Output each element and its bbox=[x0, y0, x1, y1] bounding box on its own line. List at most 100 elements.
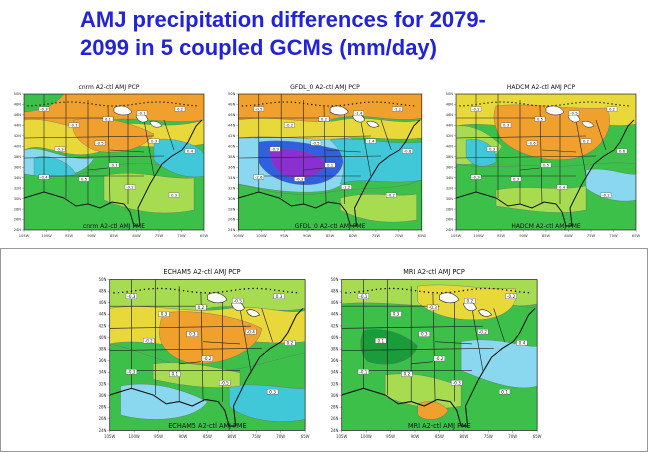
svg-text:-0.3: -0.3 bbox=[429, 305, 437, 310]
svg-text:-0.5: -0.5 bbox=[96, 141, 104, 146]
lat-tick-label: 40N bbox=[14, 145, 22, 149]
lon-tick-label: 90W bbox=[303, 234, 312, 238]
lat-tick-label: 42N bbox=[228, 134, 236, 138]
contour-value-label: -0.2 bbox=[505, 293, 517, 300]
lat-tick-label: 44N bbox=[228, 124, 236, 128]
svg-text:-0.5: -0.5 bbox=[312, 141, 320, 146]
lon-tick-label: 80W bbox=[459, 434, 468, 439]
lon-tick-label: 85W bbox=[542, 234, 551, 238]
contour-value-label: 0.3 bbox=[418, 331, 430, 337]
panel-footer: cnrm A2-ctl AMJ PME bbox=[83, 223, 145, 230]
svg-text:0.2: 0.2 bbox=[467, 298, 474, 303]
svg-text:-0.2: -0.2 bbox=[602, 193, 610, 198]
svg-text:-0.3: -0.3 bbox=[40, 107, 48, 112]
map-panel-gfdl: GFDL_0 A2-ctl AMJ PCP -0.5 -0.2 0.2 -1.4 -1.2… bbox=[218, 80, 432, 244]
svg-text:-1.4: -1.4 bbox=[355, 111, 363, 116]
svg-text:0.1: 0.1 bbox=[172, 372, 179, 377]
map-svg-cnrm: cnrm A2-ctl AMJ PCP -0.3 -0.1 0.1 -0.1 0.2 -0.… bbox=[14, 84, 209, 238]
svg-text:0.3: 0.3 bbox=[189, 332, 196, 337]
lat-tick-label: 32N bbox=[99, 381, 107, 386]
contour-value-label: -0.2 bbox=[433, 355, 446, 362]
lon-tick-label: 80W bbox=[349, 234, 358, 238]
contour-value-label: -0.1 bbox=[136, 111, 148, 116]
contour-value-label: 0.2 bbox=[606, 107, 618, 112]
contour-value-label: -0.3 bbox=[125, 369, 138, 375]
lat-tick-label: 36N bbox=[331, 358, 339, 363]
contour-value-label: -0.6 bbox=[402, 149, 413, 154]
contour-value-label: -0.3 bbox=[54, 147, 66, 152]
lat-tick-label: 24N bbox=[331, 428, 339, 433]
contour-value-label: 0.5 bbox=[534, 117, 546, 122]
lon-tick-label: 95W bbox=[497, 234, 506, 238]
contour-value-label: 0.3 bbox=[390, 311, 402, 317]
lon-tick-label: 65W bbox=[632, 234, 641, 238]
lat-tick-label: 50N bbox=[331, 277, 339, 282]
lat-tick-label: 46N bbox=[228, 113, 236, 117]
svg-text:-2.6: -2.6 bbox=[255, 175, 263, 180]
svg-text:0.4: 0.4 bbox=[519, 341, 526, 346]
contour-band bbox=[465, 139, 497, 167]
svg-text:0.1: 0.1 bbox=[501, 389, 508, 394]
lat-tick-label: 40N bbox=[331, 335, 339, 340]
contour-value-label: 0.3 bbox=[266, 389, 279, 395]
lon-tick-label: 85W bbox=[203, 434, 212, 439]
contour-value-label: -0.5 bbox=[219, 380, 231, 386]
lon-tick-label: 100W bbox=[256, 234, 267, 238]
lon-tick-label: 95W bbox=[154, 434, 163, 439]
lat-tick-label: 50N bbox=[14, 92, 22, 96]
contour-value-label: 0.3 bbox=[500, 123, 512, 128]
lon-tick-label: 75W bbox=[587, 234, 596, 238]
lat-tick-label: 24N bbox=[14, 228, 22, 232]
contour-value-label: 0.1 bbox=[324, 163, 336, 168]
lat-tick-label: 28N bbox=[446, 207, 454, 211]
svg-text:-0.3: -0.3 bbox=[127, 294, 135, 299]
contour-value-label: -0.2 bbox=[284, 123, 295, 128]
svg-text:-0.3: -0.3 bbox=[453, 380, 461, 385]
contour-value-label: 0.3 bbox=[186, 331, 198, 337]
lon-tick-label: 105W bbox=[233, 234, 244, 238]
svg-text:0.3: 0.3 bbox=[503, 123, 510, 128]
lat-tick-label: 36N bbox=[446, 165, 454, 169]
panel-title: ECHAM5 A2-ctl AMJ PCP bbox=[163, 268, 240, 276]
lat-tick-label: 26N bbox=[331, 416, 339, 421]
svg-text:-0.3: -0.3 bbox=[56, 147, 64, 152]
svg-text:0.4: 0.4 bbox=[559, 185, 566, 190]
svg-text:0.2: 0.2 bbox=[321, 117, 328, 122]
contour-band bbox=[153, 138, 204, 178]
lat-tick-label: 32N bbox=[446, 186, 454, 190]
contour-value-label: 0.2 bbox=[580, 139, 592, 144]
lon-tick-label: 65W bbox=[301, 434, 310, 439]
contour-value-label: -0.3 bbox=[470, 175, 482, 180]
lat-tick-label: 50N bbox=[446, 92, 454, 96]
contour-value-label: -0.2 bbox=[470, 107, 482, 112]
contour-value-label: -0.2 bbox=[143, 337, 155, 344]
lon-tick-label: 75W bbox=[155, 234, 164, 238]
contour-value-label: -0.3 bbox=[451, 380, 463, 386]
svg-text:-1.2: -1.2 bbox=[394, 107, 402, 112]
contour-value-label: 0.1 bbox=[375, 337, 387, 344]
contour-value-label: -1.2 bbox=[341, 185, 352, 190]
lon-tick-label: 95W bbox=[280, 234, 289, 238]
contour-band bbox=[495, 185, 587, 213]
map-panel-mri: MRI A2-ctl AMJ PCP -0.1 0.3 -0.3 0.2 -0.2 0.1 0… bbox=[320, 264, 548, 446]
svg-text:0.2: 0.2 bbox=[177, 107, 184, 112]
contour-value-label: -0.5 bbox=[253, 107, 265, 112]
lat-tick-label: 34N bbox=[228, 176, 236, 180]
lat-tick-label: 48N bbox=[228, 103, 236, 107]
lat-tick-label: 42N bbox=[331, 323, 339, 328]
panel-title: GFDL_0 A2-ctl AMJ PCP bbox=[290, 84, 360, 91]
contour-value-label: -0.9 bbox=[269, 147, 281, 152]
contour-value-label: -0.4 bbox=[38, 175, 50, 180]
lat-tick-label: 36N bbox=[14, 165, 22, 169]
svg-text:0.2: 0.2 bbox=[583, 139, 590, 144]
lon-tick-label: 105W bbox=[19, 234, 30, 238]
svg-text:0.6: 0.6 bbox=[619, 149, 626, 154]
lon-tick-label: 85W bbox=[326, 234, 335, 238]
lat-tick-label: 34N bbox=[446, 176, 454, 180]
svg-text:-1.2: -1.2 bbox=[343, 185, 351, 190]
lat-tick-label: 38N bbox=[446, 155, 454, 159]
svg-text:0.5: 0.5 bbox=[537, 117, 544, 122]
panel-footer: GFDL_0 A2-ctl AMJ PME bbox=[295, 223, 366, 230]
lat-tick-label: 42N bbox=[446, 134, 454, 138]
lat-tick-label: 48N bbox=[446, 103, 454, 107]
